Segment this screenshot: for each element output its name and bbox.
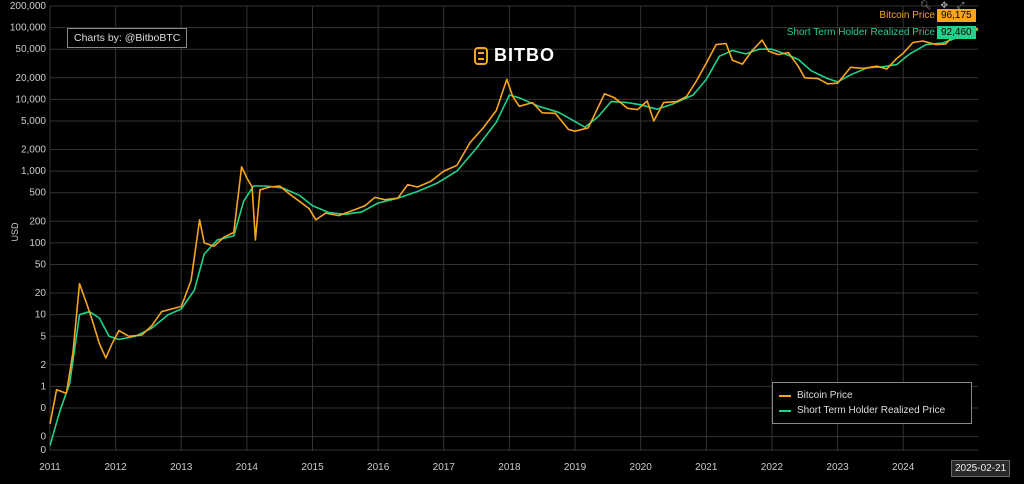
x-tick-label: 2014 (236, 462, 259, 473)
legend-swatch-sthrp (779, 409, 791, 412)
y-tick-label: 100,000 (10, 23, 47, 34)
y-tick-label: 10,000 (15, 94, 46, 105)
y-tick-label: 500 (29, 188, 46, 199)
legend-item-sthrp[interactable]: Short Term Holder Realized Price (779, 403, 965, 418)
x-tick-label: 2023 (826, 462, 849, 473)
y-tick-label: 50 (35, 259, 47, 270)
y-tick-label: 0 (40, 432, 46, 443)
reset-icon[interactable]: ⤢ (956, 0, 965, 10)
sthrp-last-value-badge: 92,460 (937, 26, 976, 40)
y-tick-label: 0 (40, 445, 46, 456)
y-tick-label: 10 (35, 310, 47, 321)
bitbo-logo-icon (474, 46, 488, 65)
price-last-value-badge: 96,175 (937, 8, 976, 22)
price-series-line (49, 27, 979, 425)
x-tick-label: 2021 (695, 462, 718, 473)
y-tick-label: 20 (35, 288, 47, 299)
y-tick-label: 1 (40, 381, 46, 392)
chart-toolbar: 🔍︎ ✥ ⤢ (920, 0, 964, 11)
y-tick-label: 1,000 (21, 166, 46, 177)
sthrp-last-name: Short Term Holder Realized Price (786, 27, 935, 39)
legend-swatch-price (779, 394, 791, 397)
y-tick-label: 200,000 (10, 1, 47, 12)
x-tick-label: 2024 (892, 462, 915, 473)
x-tick-label: 2018 (498, 462, 521, 473)
chart-legend: Bitcoin Price Short Term Holder Realized… (772, 382, 972, 424)
x-tick-label: 2019 (564, 462, 587, 473)
x-tick-label: 2017 (433, 462, 456, 473)
y-tick-label: 0 (40, 403, 46, 414)
y-tick-label: 100 (29, 238, 46, 249)
pan-icon[interactable]: ✥ (940, 0, 948, 10)
y-tick-label: 50,000 (15, 44, 46, 55)
crosshair-date-badge: 2025-02-21 (951, 460, 1011, 477)
x-tick-label: 2015 (301, 462, 324, 473)
y-tick-label: 5 (40, 331, 46, 342)
y-tick-label: 20,000 (15, 73, 46, 84)
y-tick-label: 2 (40, 360, 46, 371)
x-tick-label: 2013 (170, 462, 193, 473)
price-last-name: Bitcoin Price (879, 9, 935, 21)
brand-logo: BITBO (474, 45, 555, 66)
x-tick-label: 2020 (630, 462, 653, 473)
y-tick-label: 2,000 (21, 145, 46, 156)
y-tick-label: 200 (29, 216, 46, 227)
sthrp-series-line (49, 29, 979, 446)
legend-item-price[interactable]: Bitcoin Price (779, 388, 965, 403)
x-tick-label: 2011 (39, 462, 61, 473)
x-tick-label: 2012 (105, 462, 128, 473)
x-tick-label: 2016 (367, 462, 390, 473)
legend-label-price: Bitcoin Price (797, 390, 853, 401)
x-tick-label: 2022 (761, 462, 784, 473)
magnifier-icon[interactable]: 🔍︎ (920, 0, 932, 10)
brand-text: BITBO (494, 45, 555, 65)
y-axis-label: USD (10, 222, 20, 242)
y-tick-label: 5,000 (21, 116, 46, 127)
legend-label-sthrp: Short Term Holder Realized Price (797, 405, 946, 416)
chart-credit: Charts by: @BitboBTC (67, 28, 188, 48)
